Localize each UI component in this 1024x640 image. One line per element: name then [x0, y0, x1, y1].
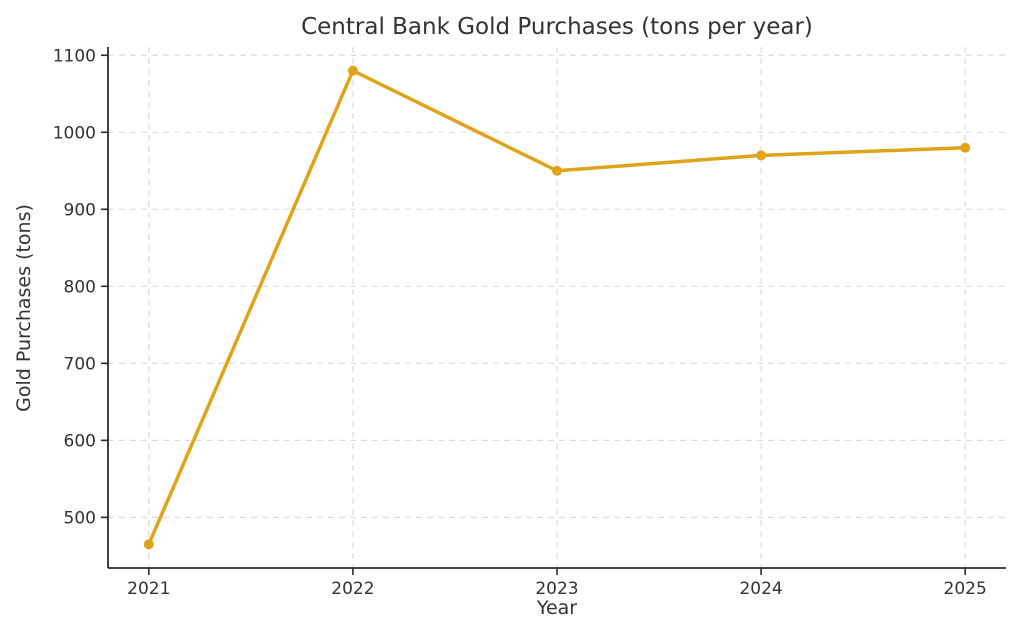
x-tick-label: 2024: [739, 579, 782, 599]
x-tick-label: 2023: [535, 579, 578, 599]
data-point: [143, 539, 154, 550]
grid-layer: [108, 47, 1006, 568]
y-tick-label: 900: [64, 200, 96, 220]
data-line: [147, 68, 967, 547]
x-tick-label: 2021: [127, 579, 170, 599]
x-tick-label: 2022: [331, 579, 374, 599]
y-tick-label: 600: [64, 431, 96, 451]
data-point: [756, 150, 767, 161]
chart-title: Central Bank Gold Purchases (tons per ye…: [301, 14, 813, 40]
y-axis-label: Gold Purchases (tons): [13, 204, 35, 412]
tick-label-layer: 2021 2022 2023 2024 2025 500 600 700 800 900 1000 1…: [53, 46, 987, 599]
y-tick-label: 1100: [53, 46, 96, 66]
data-series-layer: [143, 65, 971, 550]
data-point: [960, 142, 971, 153]
y-tick-label: 1000: [53, 123, 96, 143]
y-tick-label: 500: [64, 508, 96, 528]
y-tick-label: 800: [64, 277, 96, 297]
x-tick-label: 2025: [944, 579, 987, 599]
x-axis-label: Year: [536, 597, 577, 619]
y-tick-label: 700: [64, 354, 96, 374]
data-point: [347, 65, 358, 76]
data-point: [552, 165, 562, 176]
axes-layer: [101, 47, 1006, 575]
